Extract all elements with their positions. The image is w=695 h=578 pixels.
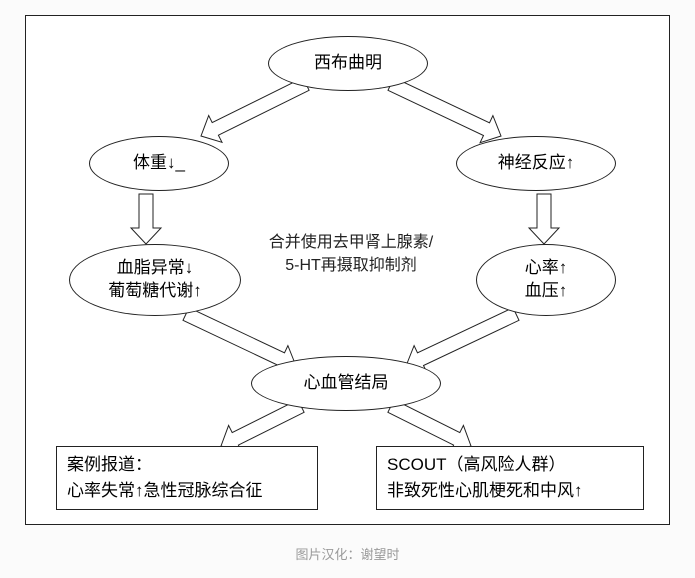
node-right2-line2: 血压↑: [525, 280, 568, 303]
node-right1-label: 神经反应↑: [498, 152, 575, 175]
node-mid-label: 心血管结局: [304, 372, 389, 395]
arrow: [406, 308, 519, 373]
arrow: [201, 78, 309, 143]
arrow: [131, 194, 161, 244]
node-left2-line2: 葡萄糖代谢↑: [108, 280, 202, 303]
node-right2: 心率↑ 血压↑: [476, 244, 616, 316]
node-box-right: SCOUT（高风险人群） 非致死性心肌梗死和中风↑: [376, 446, 644, 510]
arrow: [221, 400, 304, 453]
node-root: 西布曲明: [268, 36, 428, 91]
node-boxL-line1: 案例报道：: [67, 452, 152, 478]
diagram-frame: 西布曲明 体重↓_ 神经反应↑ 血脂异常↓ 葡萄糖代谢↑ 心率↑ 血压↑ 心血管…: [25, 15, 670, 525]
center-note-line1: 合并使用去甲肾上腺素/: [251, 231, 451, 254]
node-left1-label: 体重↓_: [133, 152, 185, 175]
arrow: [529, 194, 559, 244]
center-note: 合并使用去甲肾上腺素/ 5-HT再摄取抑制剂: [251, 231, 451, 277]
node-boxL-line2: 心率失常↑急性冠脉综合征: [67, 478, 263, 504]
node-mid: 心血管结局: [251, 356, 441, 411]
node-box-left: 案例报道： 心率失常↑急性冠脉综合征: [56, 446, 318, 510]
node-right1: 神经反应↑: [456, 136, 616, 191]
node-boxR-line1: SCOUT（高风险人群）: [387, 452, 566, 478]
caption-text: 图片汉化：谢望时: [0, 544, 695, 563]
arrow: [388, 78, 501, 143]
node-root-label: 西布曲明: [314, 52, 382, 75]
node-left1: 体重↓_: [89, 136, 229, 191]
caption-label: 图片汉化：谢望时: [295, 547, 399, 562]
node-left2-line1: 血脂异常↓: [117, 257, 194, 280]
center-note-line2: 5-HT再摄取抑制剂: [251, 254, 451, 277]
node-left2: 血脂异常↓ 葡萄糖代谢↑: [69, 244, 241, 316]
node-boxR-line2: 非致死性心肌梗死和中风↑: [387, 478, 583, 504]
node-right2-line1: 心率↑: [525, 257, 568, 280]
arrow: [388, 400, 471, 453]
